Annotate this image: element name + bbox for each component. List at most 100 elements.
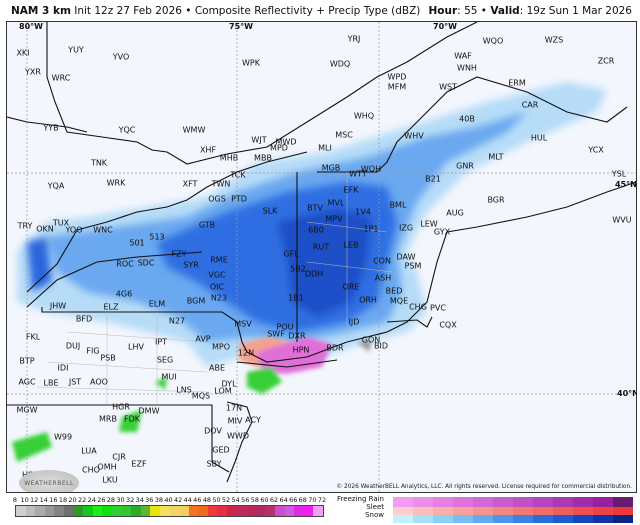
station-label: PSM [404,261,422,271]
county-lines [36,172,393,405]
dbz-color-swatch [111,506,122,516]
station-label: YQA [47,181,65,191]
hour-label: Hour [428,5,458,17]
valid-value: 19z Sun 1 Mar 2026 [526,5,632,17]
dbz-color-swatch [44,506,55,516]
station-label: CAR [521,100,539,110]
station-label: WPD [387,72,407,82]
legend-label-snow: Snow [365,511,384,519]
freezing-rain-swatch [553,497,573,507]
station-label: WNH [457,63,477,73]
separator: • [185,5,192,17]
station-label: 1B1 [288,293,304,303]
sleet-swatch [413,507,433,515]
station-label: 1P1 [363,224,379,234]
station-label: B21 [425,174,441,184]
station-label: WRK [106,178,126,188]
dbz-color-swatch [188,506,199,516]
station-label: HPN [292,345,310,355]
station-label: RUT [312,242,330,252]
station-label: CQX [439,320,457,330]
station-label: VGC [208,270,226,280]
snow-swatch [393,515,413,523]
dbz-tick-label: 60 [260,496,269,504]
dbz-tick-label: 58 [250,496,259,504]
snow-swatch [613,515,633,523]
dbz-tick-label: 72 [317,496,327,504]
valid-time-info: Hour: 55 • Valid: 19z Sun 1 Mar 2026 [428,5,632,17]
station-label: CHG [409,302,427,312]
station-label: OGS [208,194,226,204]
map-canvas [7,22,636,492]
grid-label-80w: 80°W [19,22,43,31]
station-label: DYL [221,379,237,389]
dbz-color-swatch [102,506,112,516]
station-label: OMH [97,462,117,472]
station-label: AOO [90,377,108,387]
dbz-color-swatch [83,506,93,516]
station-label: WDQ [329,59,351,69]
grid-label-70w: 70°W [433,22,457,31]
station-label: N23 [210,293,228,303]
station-label: ACY [245,415,261,425]
station-label: DUJ [65,341,81,351]
station-label: 12N [237,348,255,358]
freezing-rain-swatch [533,497,553,507]
snow-swatch [473,515,493,523]
dbz-tick-label: 52 [221,496,231,504]
dbz-tick-label: 42 [173,496,183,504]
station-label: MUI [161,372,177,382]
station-label: ELZ [103,302,119,312]
dbz-tick-label: 18 [58,496,68,504]
snow-swatch [553,515,573,523]
station-label: FKL [25,332,41,342]
station-label: TNK [90,158,108,168]
sleet-swatch [573,507,593,515]
station-label: 6B0 [308,225,324,235]
station-label: FIG [86,346,100,356]
dbz-tick-label: 62 [269,496,279,504]
station-label: GFL [283,249,299,259]
station-label: DDH [304,269,324,279]
freezing-rain-swatch [513,497,533,507]
station-label: ERM [508,78,526,88]
station-label: CON [373,256,391,266]
weatherbell-logo: WEATHERBELL [19,470,79,492]
station-label: MBB [254,153,272,163]
dbz-color-swatch [169,506,180,516]
sleet-swatch [533,507,553,515]
dbz-tick-label: 70 [308,496,317,504]
dbz-color-swatch [313,506,323,516]
station-label: LEB [343,240,359,250]
grid-label-75w: 75°W [229,22,253,31]
station-label: YOO [65,225,83,235]
sleet-swatch [513,507,533,515]
station-label: MSV [234,319,252,329]
dbz-color-swatch [25,506,36,516]
snow-color-bar [393,515,633,523]
station-label: SYR [183,260,199,270]
station-label: GON [361,335,381,345]
valid-label: Valid [490,5,520,17]
dbz-tick-label: 40 [164,496,173,504]
station-label: DMW [138,406,160,416]
station-label: MPO [211,342,231,352]
snow-swatch [573,515,593,523]
weather-map: 80°W 75°W 70°W 45°N 40°N XKI YUY YVO WPK YXR… [6,21,637,493]
station-label: TUX [52,218,70,228]
station-label: FZY [171,249,187,259]
dbz-color-swatch [131,506,141,516]
dbz-tick-label: 24 [87,496,96,504]
station-label: JST [68,377,82,387]
station-label: 513 [149,232,165,242]
station-label: CJR [112,452,126,462]
dbz-tick-label: 8 [12,496,18,504]
station-label: LHV [128,342,144,352]
dbz-tick-label: 68 [298,496,307,504]
station-label: ROC [116,259,134,269]
dbz-tick-label: 38 [154,496,164,504]
freezing-rain-swatch [593,497,613,507]
station-label: JHW [49,301,67,311]
station-label: OKN [36,224,54,234]
sleet-swatch [473,507,493,515]
